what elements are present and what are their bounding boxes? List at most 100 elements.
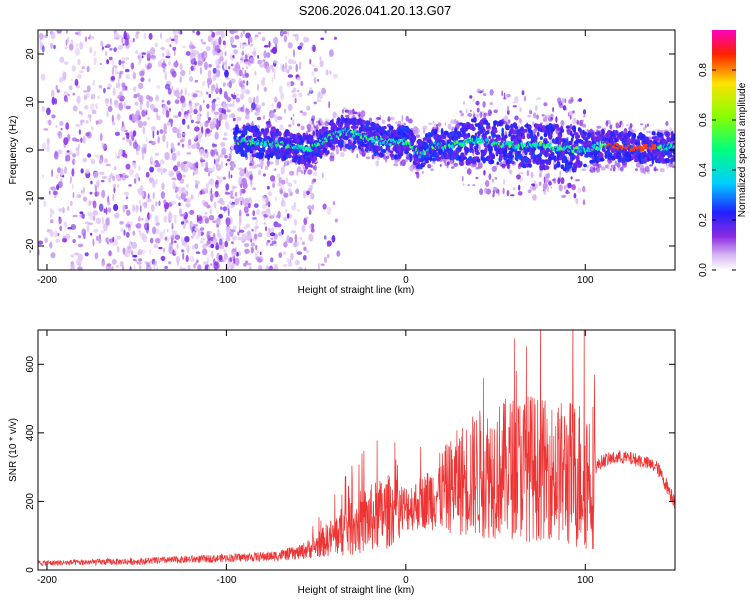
noise-dot	[210, 30, 213, 33]
noise-dot	[118, 102, 123, 111]
signal-halo	[437, 156, 442, 160]
noise-dot	[57, 131, 63, 139]
noise-dot	[290, 230, 297, 234]
signal-halo	[340, 139, 344, 146]
noise-dot	[205, 120, 211, 123]
noise-dot	[111, 67, 115, 75]
noise-dot	[160, 32, 162, 40]
noise-dot	[280, 30, 284, 36]
signal-halo	[389, 150, 394, 154]
scatter-dot	[302, 164, 306, 170]
scatter-dot	[465, 108, 468, 114]
noise-dot	[207, 117, 211, 121]
noise-dot	[89, 232, 93, 236]
noise-dot	[84, 221, 90, 225]
noise-dot	[208, 167, 213, 171]
signal-core	[575, 146, 579, 150]
noise-dot	[295, 33, 299, 42]
scatter-dot	[575, 198, 579, 205]
scatter-dot	[512, 101, 516, 104]
noise-dot	[215, 65, 221, 69]
scatter-dot	[487, 109, 492, 117]
signal-halo	[387, 129, 391, 134]
noise-dot	[123, 229, 126, 236]
noise-dot	[174, 234, 181, 240]
scatter-dot	[518, 184, 521, 191]
noise-dot	[263, 86, 267, 92]
noise-dot	[297, 89, 300, 93]
noise-dot	[116, 235, 122, 240]
noise-dot	[146, 262, 150, 268]
noise-dot	[299, 42, 304, 47]
signal-halo	[332, 145, 336, 150]
noise-dot	[240, 86, 246, 94]
scatter-dot	[401, 114, 404, 122]
noise-dot	[168, 246, 174, 255]
noise-dot	[163, 129, 167, 135]
signal-halo	[476, 158, 481, 163]
signal-halo	[614, 137, 618, 143]
noise-dot	[228, 114, 231, 119]
scatter-dot	[573, 193, 577, 199]
noise-dot	[204, 61, 208, 70]
noise-dot	[208, 214, 215, 221]
noise-dot	[71, 78, 73, 82]
signal-halo	[573, 154, 576, 160]
signal-halo	[353, 125, 359, 129]
noise-dot	[173, 61, 179, 68]
noise-dot	[72, 105, 78, 112]
noise-dot	[139, 70, 145, 77]
noise-dot	[206, 111, 210, 119]
noise-dot	[111, 258, 117, 265]
noise-dot	[282, 68, 288, 73]
noise-dot	[133, 86, 137, 93]
noise-dot	[124, 85, 128, 91]
noise-dot	[169, 37, 172, 41]
scatter-dot	[436, 124, 439, 127]
scatter-dot	[415, 134, 421, 138]
noise-dot	[306, 105, 311, 111]
noise-dot	[105, 163, 111, 167]
noise-dot	[306, 190, 310, 196]
scatter-dot	[447, 123, 452, 130]
noise-dot	[307, 92, 310, 96]
noise-dot	[184, 236, 190, 243]
noise-dot	[106, 111, 109, 118]
noise-dot	[112, 236, 115, 243]
noise-dot	[292, 113, 295, 117]
scatter-dot	[548, 181, 552, 186]
noise-dot	[149, 248, 152, 255]
scatter-dot	[483, 113, 486, 119]
noise-dot	[232, 67, 238, 72]
noise-dot	[266, 185, 270, 190]
noise-dot	[248, 203, 251, 209]
noise-dot	[90, 180, 93, 185]
noise-dot	[257, 54, 259, 59]
signal-halo	[277, 131, 282, 137]
noise-dot	[203, 261, 209, 266]
noise-dot	[240, 56, 245, 59]
noise-dot	[115, 174, 118, 178]
noise-dot	[211, 31, 216, 38]
noise-dot	[270, 216, 272, 219]
noise-dot	[74, 78, 79, 87]
noise-dot	[78, 235, 82, 239]
noise-dot	[170, 119, 173, 128]
noise-dot	[86, 224, 90, 233]
noise-dot	[203, 188, 207, 192]
scatter-dot	[467, 184, 470, 187]
scatter-dot	[427, 164, 432, 169]
noise-dot	[150, 104, 154, 111]
x-tick-label: -200	[37, 575, 57, 586]
signal-halo	[523, 128, 528, 133]
noise-dot	[263, 173, 266, 177]
noise-dot	[118, 73, 122, 80]
scatter-dot	[640, 123, 644, 126]
scatter-dot	[539, 122, 544, 125]
scatter-dot	[492, 193, 495, 198]
noise-dot	[56, 30, 62, 34]
noise-dot	[67, 206, 70, 211]
noise-dot	[139, 204, 142, 213]
noise-dot	[267, 201, 271, 208]
noise-dot	[85, 132, 90, 137]
